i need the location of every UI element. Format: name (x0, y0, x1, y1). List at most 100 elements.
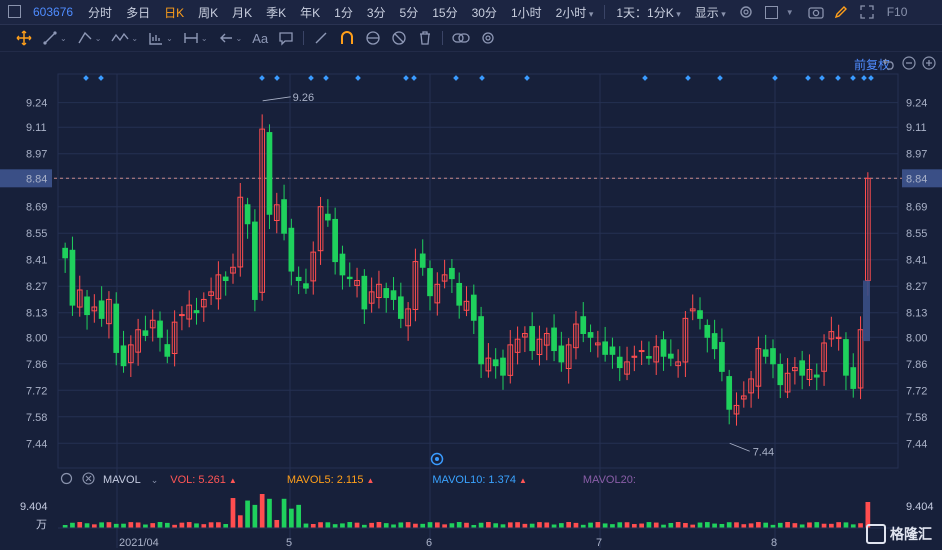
indicator-name[interactable]: MAVOL (103, 474, 141, 486)
y-tick-label-left: 7.44 (26, 438, 47, 450)
volume-bar (434, 522, 440, 528)
timeframe-tab[interactable]: 分时 (88, 5, 113, 20)
indicator-settings-icon[interactable] (60, 472, 73, 488)
candle-body (675, 361, 681, 367)
drawing-settings-icon[interactable] (480, 30, 496, 46)
candle-body (463, 300, 470, 311)
timeframe-tab[interactable]: 多日 (126, 5, 151, 20)
timeframe-tab[interactable]: 日K (164, 5, 185, 20)
lock-drawing-icon[interactable] (365, 30, 381, 46)
stock-code[interactable]: 603676 (33, 5, 74, 19)
zoom-out-icon[interactable] (902, 56, 916, 75)
y-tick-label-left: 8.41 (26, 255, 47, 267)
zoom-in-icon[interactable] (922, 56, 936, 75)
arrow-tool-icon[interactable]: ⌄ (218, 30, 242, 46)
timeframe-tab[interactable]: 1小时 (510, 5, 542, 20)
display-select[interactable]: 显示 (688, 4, 733, 21)
volume-bar (829, 523, 834, 528)
candle-body (682, 317, 689, 363)
y-tick-label-left: 9.24 (26, 98, 47, 110)
candle-body (821, 342, 827, 372)
volume-bar (456, 522, 462, 528)
timeframe-tab[interactable]: 年K (300, 5, 321, 20)
candle-body (770, 348, 776, 365)
adjust-button[interactable]: 前复权 (853, 58, 890, 72)
candle-body (551, 327, 557, 352)
candle-body (120, 345, 127, 367)
timeframe-tab[interactable]: 30分 (471, 5, 497, 20)
y-tick-label-right: 8.55 (906, 228, 927, 240)
comment-tool-icon[interactable] (278, 30, 294, 46)
channel-tool-icon[interactable]: ⌄ (77, 30, 101, 46)
y-tick-label-left: 7.86 (26, 359, 47, 371)
checkbox-icon[interactable] (764, 5, 778, 19)
volume-bar (712, 523, 717, 528)
volume-bar (252, 504, 258, 528)
volume-bar (566, 522, 572, 528)
x-tick-label: 7 (596, 537, 602, 549)
candle-body (719, 342, 725, 372)
candle-body (427, 268, 433, 297)
volume-bar (850, 524, 856, 528)
candle-body (230, 266, 236, 274)
volume-bar (310, 524, 316, 528)
interval-select[interactable]: 1天：1分K (609, 4, 687, 21)
timeframe-tab[interactable]: 季K (266, 5, 287, 20)
candle-body (492, 359, 499, 367)
chevron-down-icon[interactable]: ⌄ (150, 474, 159, 485)
divider (303, 31, 305, 45)
crosshair-tool-icon[interactable] (16, 30, 32, 46)
timeframe-tab[interactable]: 5分 (399, 5, 419, 20)
trash-icon[interactable] (417, 30, 433, 46)
low-pointer (729, 442, 750, 452)
chevron-down-icon[interactable]: ▼ (785, 7, 794, 17)
candle-body (441, 274, 448, 282)
event-marker (772, 75, 778, 81)
candle-body (609, 346, 616, 355)
wave-tool-icon[interactable]: ⌄ (111, 30, 138, 46)
candle-body (193, 310, 200, 314)
hide-drawing-icon[interactable] (391, 30, 407, 46)
layout-icon[interactable] (8, 5, 21, 18)
candle-body (653, 346, 660, 363)
text-tool-icon[interactable]: Aa (252, 30, 269, 46)
y-tick-label-left: 8.00 (26, 332, 47, 344)
ruler-tool-icon[interactable] (313, 30, 329, 46)
x-tick-label: 6 (426, 537, 432, 549)
fullscreen-icon[interactable] (860, 5, 874, 19)
close-indicator-icon[interactable] (82, 472, 95, 488)
measure-tool-icon[interactable]: ⌄ (183, 30, 208, 46)
undo-icon[interactable] (882, 56, 896, 75)
candle-body (113, 303, 120, 353)
candle-body (697, 310, 703, 319)
y-tick-label-left: 9.11 (26, 122, 47, 134)
candle-body (456, 282, 463, 306)
timeframe-tab[interactable]: 1分 (334, 5, 353, 20)
f10-button[interactable]: F10 (886, 5, 908, 19)
timeframe-tab[interactable]: 15分 (432, 5, 458, 20)
timeframe-tab[interactable]: 月K (232, 5, 253, 20)
fib-tool-icon[interactable]: ⌄ (148, 30, 173, 46)
candle-body (667, 353, 674, 359)
y-tick-label-left: 7.72 (26, 385, 47, 397)
camera-icon[interactable] (808, 5, 824, 19)
line-tool-icon[interactable]: ⌄ (42, 30, 67, 46)
candles (62, 114, 871, 426)
volume-bar (442, 524, 447, 528)
kline-chart[interactable]: 9.24 9.24 9.11 9.11 8.97 8.97 8.84 8.84 8.69 8.69… (0, 52, 942, 550)
volume-bar (427, 522, 433, 528)
volume-bar (128, 522, 134, 528)
timeframe-tab[interactable]: 2小时 (549, 4, 601, 21)
settings-icon[interactable] (739, 5, 753, 19)
volume-max-label-right: 9.404 (906, 501, 934, 513)
volume-bar (653, 522, 659, 528)
timeframe-tab[interactable]: 3分 (366, 5, 386, 20)
timeframe-tab[interactable]: 周K (198, 5, 219, 20)
magnet-tool-icon[interactable] (339, 30, 355, 46)
candle-body (259, 128, 266, 293)
pen-icon[interactable] (834, 5, 848, 19)
link-icon[interactable] (452, 30, 470, 46)
volume-bars (58, 494, 898, 529)
candle-body (127, 344, 134, 364)
volume-bar (580, 524, 586, 528)
